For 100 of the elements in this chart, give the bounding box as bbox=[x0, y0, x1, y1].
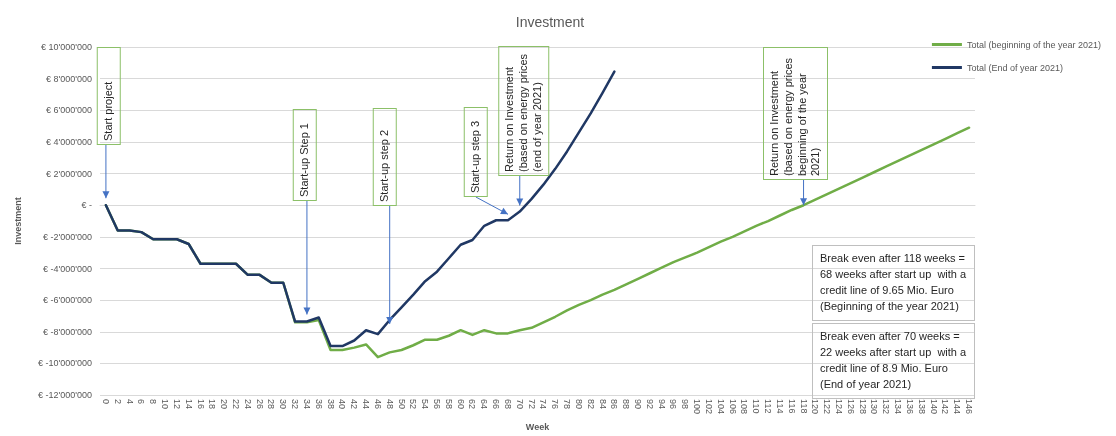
y-tick-label: € 4'000'000 bbox=[46, 136, 92, 147]
legend-label: Total (beginning of the year 2021) bbox=[966, 39, 1101, 50]
x-tick-label: 96 bbox=[668, 399, 679, 410]
y-tick-label: € -4'000'000 bbox=[43, 263, 92, 274]
x-tick-label: 14 bbox=[183, 399, 194, 410]
x-tick-label: 4 bbox=[124, 399, 135, 405]
x-tick-label: 104 bbox=[715, 399, 726, 415]
y-tick-label: € 6'000'000 bbox=[46, 105, 92, 116]
annotation: Break even after 118 weeks = 68 weeks after start up with a credit line of 9.65 Mio. Euro (Beginning of the year 2021) bbox=[820, 252, 968, 312]
x-tick-label: 90 bbox=[633, 399, 644, 410]
x-tick-label: 106 bbox=[727, 399, 738, 415]
x-tick-label: 74 bbox=[538, 399, 549, 410]
x-tick-label: 48 bbox=[384, 399, 395, 410]
chart-title: Investment bbox=[515, 14, 585, 30]
note-frame: Start project bbox=[97, 47, 121, 145]
x-tick-label: 128 bbox=[857, 399, 868, 415]
x-tick-label: 136 bbox=[904, 399, 915, 415]
x-tick-label: 140 bbox=[928, 399, 939, 415]
x-tick-label: 126 bbox=[845, 399, 856, 415]
x-tick-label: 40 bbox=[337, 399, 348, 410]
x-tick-label: 26 bbox=[254, 399, 265, 410]
y-axis-title: Investment bbox=[12, 197, 23, 245]
x-tick-label: 88 bbox=[621, 399, 632, 410]
y-tick-label: € 10'000'000 bbox=[41, 42, 92, 52]
x-tick-label: 2 bbox=[112, 399, 123, 405]
note-frame: Return on Investment (based on energy prices beginning of the year 2021) bbox=[763, 47, 828, 180]
annotation: Break even after 70 weeks = 22 weeks after start up with a credit line of 8.9 Mio. Euro (End of year 2021) bbox=[820, 330, 968, 390]
x-tick-label: 78 bbox=[562, 399, 573, 410]
annotation: Return on Investment (based on energy prices beginning of the year 2021) bbox=[768, 57, 822, 176]
x-tick-label: 108 bbox=[739, 399, 750, 415]
y-tick-label: € -6'000'000 bbox=[43, 295, 92, 306]
x-tick-label: 64 bbox=[479, 399, 490, 410]
x-tick-label: 42 bbox=[349, 399, 360, 410]
note-frame: Return on Investment (based on energy prices (end of year 2021) bbox=[498, 46, 550, 176]
x-tick-label: 138 bbox=[916, 399, 927, 415]
x-tick-label: 28 bbox=[266, 399, 277, 410]
x-tick-label: 38 bbox=[325, 399, 336, 410]
x-tick-label: 114 bbox=[774, 399, 785, 414]
x-tick-label: 146 bbox=[964, 399, 975, 415]
x-tick-label: 8 bbox=[148, 399, 159, 405]
x-tick-label: 84 bbox=[597, 399, 608, 410]
x-tick-label: 134 bbox=[893, 399, 904, 415]
x-tick-label: 30 bbox=[278, 399, 289, 410]
note-frame: Break even after 118 weeks = 68 weeks after start up with a credit line of 9.65 Mio. Euro (Beginning of the year 2021) bbox=[812, 245, 975, 321]
x-tick-label: 54 bbox=[420, 399, 431, 410]
x-tick-label: 132 bbox=[881, 399, 892, 415]
x-tick-label: 142 bbox=[940, 399, 951, 415]
x-tick-label: 98 bbox=[680, 399, 691, 410]
x-tick-label: 56 bbox=[431, 399, 442, 410]
x-tick-label: 44 bbox=[361, 399, 372, 410]
x-axis-title: Week bbox=[525, 421, 551, 432]
annotation: Start-up step 3 bbox=[469, 120, 481, 193]
x-tick-label: 66 bbox=[491, 399, 502, 410]
x-tick-label: 58 bbox=[443, 399, 454, 410]
x-tick-label: 122 bbox=[822, 399, 833, 415]
x-tick-label: 120 bbox=[810, 399, 821, 415]
note-frame: Start-up Step 1 bbox=[293, 109, 317, 201]
x-tick-label: 94 bbox=[656, 399, 667, 410]
x-tick-label: 16 bbox=[195, 399, 206, 410]
annotation: Start project bbox=[102, 81, 114, 141]
x-tick-label: 110 bbox=[751, 399, 762, 414]
x-tick-label: 116 bbox=[786, 399, 797, 414]
y-tick-label: € - bbox=[81, 200, 92, 211]
x-tick-label: 52 bbox=[408, 399, 419, 410]
x-tick-label: 130 bbox=[869, 399, 880, 415]
y-tick-label: € 2'000'000 bbox=[46, 168, 92, 179]
x-tick-label: 68 bbox=[502, 399, 513, 410]
x-tick-label: 50 bbox=[396, 399, 407, 410]
y-tick-label: € 8'000'000 bbox=[46, 73, 92, 84]
x-tick-label: 18 bbox=[207, 399, 218, 410]
x-tick-label: 22 bbox=[230, 399, 241, 410]
annotation: Return on Investment (based on energy prices (end of year 2021) bbox=[503, 53, 543, 172]
x-tick-label: 6 bbox=[136, 399, 147, 405]
x-tick-label: 10 bbox=[160, 399, 171, 410]
y-tick-label: € -10'000'000 bbox=[38, 358, 92, 369]
legend-label: Total (End of year 2021) bbox=[966, 62, 1063, 73]
y-tick-label: € -12'000'000 bbox=[38, 390, 92, 401]
x-tick-label: 32 bbox=[290, 399, 301, 410]
x-tick-label: 46 bbox=[372, 399, 383, 410]
x-tick-label: 70 bbox=[514, 399, 525, 410]
x-tick-label: 12 bbox=[171, 399, 182, 410]
y-tick-label: € -2'000'000 bbox=[43, 231, 92, 242]
annotation: Start-up Step 1 bbox=[298, 123, 310, 197]
note-frame: Start-up step 3 bbox=[464, 107, 488, 197]
annotation: Start-up step 2 bbox=[378, 129, 390, 202]
y-tick-label: € -8'000'000 bbox=[43, 326, 92, 337]
x-tick-label: 72 bbox=[526, 399, 537, 410]
x-tick-label: 124 bbox=[834, 399, 845, 415]
x-tick-label: 20 bbox=[219, 399, 230, 410]
x-tick-label: 92 bbox=[644, 399, 655, 410]
x-tick-label: 102 bbox=[703, 399, 714, 415]
x-tick-label: 112 bbox=[763, 399, 774, 414]
x-tick-label: 144 bbox=[952, 399, 963, 415]
x-tick-label: 82 bbox=[585, 399, 596, 410]
x-tick-label: 36 bbox=[313, 399, 324, 410]
x-tick-label: 34 bbox=[301, 399, 312, 410]
note-frame: Break even after 70 weeks = 22 weeks after start up with a credit line of 8.9 Mio. Euro (End of year 2021) bbox=[812, 323, 975, 399]
x-tick-label: 80 bbox=[573, 399, 584, 410]
x-tick-label: 86 bbox=[609, 399, 620, 410]
x-tick-label: 0 bbox=[100, 399, 111, 405]
